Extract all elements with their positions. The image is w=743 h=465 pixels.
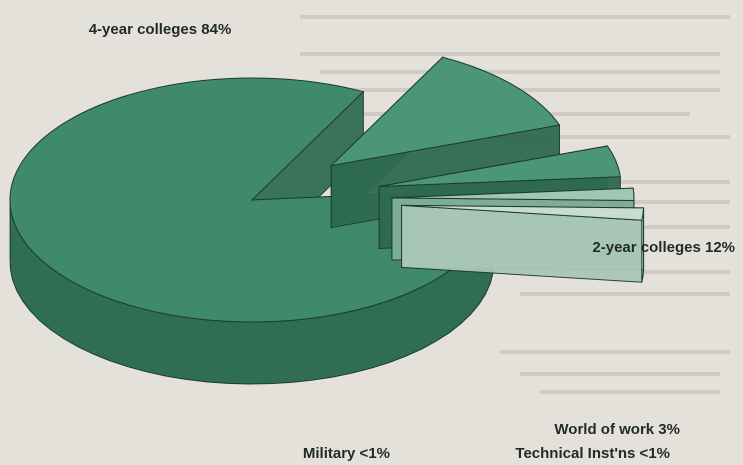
- pie-slice-4-year-colleges: [9, 77, 495, 385]
- background-line-11: [500, 350, 730, 354]
- background-line-3: [340, 88, 720, 92]
- pie-slices: [9, 56, 645, 385]
- background-line-5: [470, 135, 730, 139]
- pie-slice-military: [401, 204, 645, 283]
- background-line-12: [520, 372, 720, 376]
- slice-labels: 4-year colleges 84% 2-year colleges 12% Wo…: [89, 21, 735, 462]
- background-line-1: [300, 52, 720, 56]
- slice-label-military: Military <1%: [303, 445, 390, 462]
- slice-label-world-of-work: World of work 3%: [554, 421, 680, 438]
- background-line-2: [320, 70, 720, 74]
- background-line-0: [300, 15, 730, 19]
- background-line-10: [520, 292, 730, 296]
- slice-label-technical-inst-ns: Technical Inst'ns <1%: [515, 445, 670, 462]
- slice-label-4-year-colleges: 4-year colleges 84%: [89, 21, 232, 38]
- slice-label-2-year-colleges: 2-year colleges 12%: [592, 239, 735, 256]
- background-line-13: [540, 390, 720, 394]
